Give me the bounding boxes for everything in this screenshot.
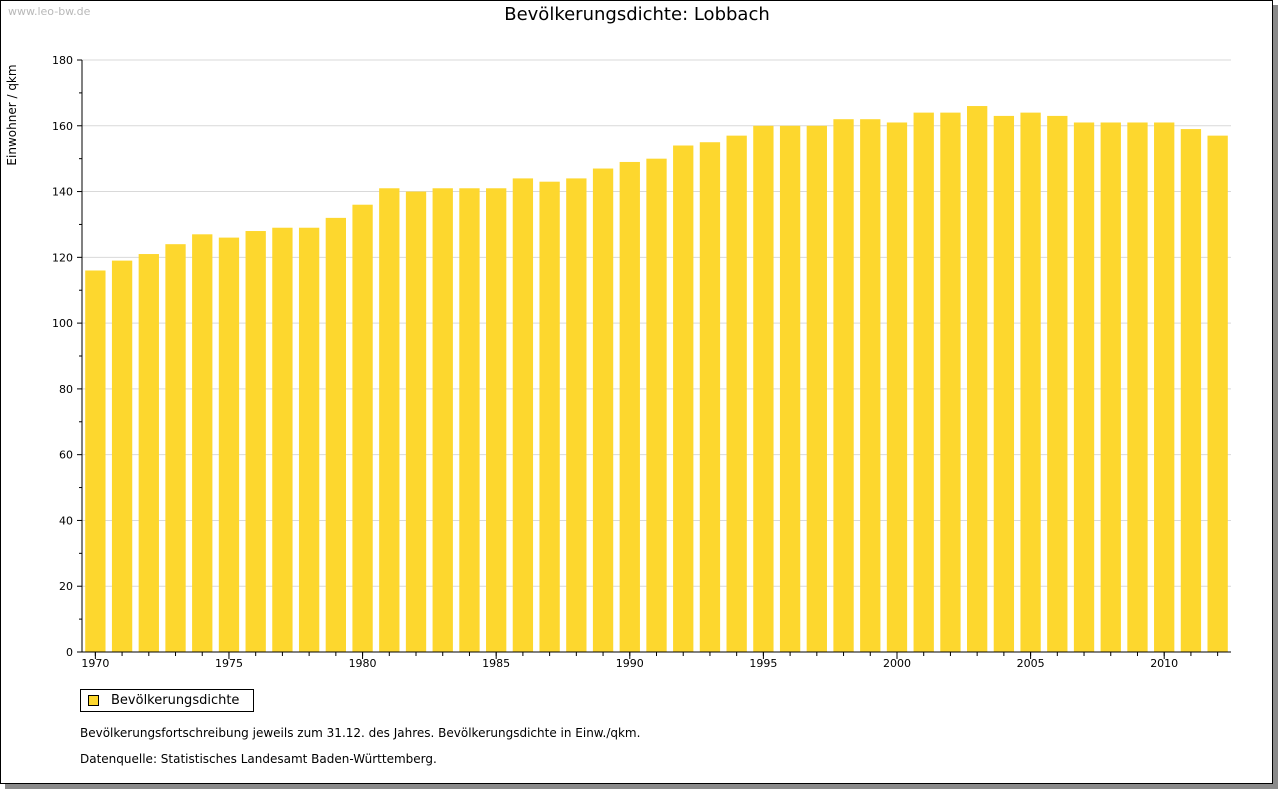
bar-2003	[967, 106, 988, 653]
x-tick-label: 1990	[616, 657, 644, 670]
bar-2004	[993, 115, 1015, 652]
y-tick-label: 160	[52, 120, 73, 133]
chart-title: Bevölkerungsdichte: Lobbach	[504, 4, 770, 25]
watermark: www.leo-bw.de	[8, 5, 91, 18]
bar-1977	[272, 227, 293, 653]
x-tick-label: 1995	[749, 657, 777, 670]
bar-2008	[1100, 122, 1121, 653]
bar-2005	[1020, 112, 1041, 653]
bar-1998	[833, 119, 854, 652]
bar-1983	[432, 188, 453, 652]
y-tick-label: 0	[66, 646, 73, 659]
bar-1988	[566, 178, 587, 652]
bar-1981	[379, 188, 400, 652]
bar-2012	[1207, 135, 1228, 652]
bar-1979	[325, 217, 346, 652]
bar-1989	[592, 168, 614, 652]
bar-1994	[726, 135, 747, 652]
y-tick-label: 180	[52, 54, 73, 67]
x-tick-label: 2000	[883, 657, 911, 670]
bar-1972	[138, 254, 159, 653]
bar-1986	[512, 178, 534, 652]
bar-1985	[486, 188, 507, 652]
bar-1997	[806, 125, 827, 652]
bar-2009	[1127, 122, 1148, 653]
bar-1987	[539, 181, 560, 652]
y-tick-label: 80	[59, 383, 73, 396]
bar-1991	[646, 158, 667, 653]
bar-2001	[913, 112, 934, 653]
bar-2011	[1180, 129, 1202, 652]
bar-1973	[165, 244, 186, 652]
y-tick-label: 100	[52, 317, 73, 330]
x-tick-label: 1985	[482, 657, 510, 670]
bar-1978	[298, 227, 320, 653]
bar-1996	[779, 125, 801, 652]
y-tick-label: 40	[59, 514, 73, 527]
bar-1970	[85, 270, 106, 652]
x-tick-label: 1970	[81, 657, 109, 670]
bar-1999	[860, 119, 881, 652]
axis-layer: 0 20 40 60 80 100 120 140 160 180 1970 1975 1980 1985…	[52, 54, 1231, 670]
bar-1976	[245, 231, 266, 652]
footnote-source: Datenquelle: Statistisches Landesamt Bad…	[80, 752, 437, 766]
bar-2000	[886, 122, 908, 653]
bar-1995	[753, 125, 774, 652]
x-tick-label: 2005	[1017, 657, 1045, 670]
bar-1992	[673, 145, 694, 652]
bar-layer	[85, 106, 1228, 653]
bar-1974	[192, 234, 213, 652]
bar-1982	[405, 191, 427, 652]
bar-2010	[1154, 122, 1175, 653]
y-tick-label: 120	[52, 251, 73, 264]
y-axis-label: Einwohner / qkm	[5, 64, 19, 165]
footnote-description: Bevölkerungsfortschreibung jeweils zum 3…	[80, 726, 641, 740]
x-tick-label: 2010	[1150, 657, 1178, 670]
bar-1984	[459, 188, 480, 652]
x-tick-label: 1975	[215, 657, 243, 670]
bar-2006	[1047, 115, 1068, 652]
bar-chart: Bevölkerungsdichte: Lobbach Einwohner / …	[5, 4, 1231, 670]
y-tick-label: 20	[59, 580, 73, 593]
bar-2002	[940, 112, 961, 653]
bar-1990	[619, 161, 640, 652]
x-tick-label: 1980	[349, 657, 377, 670]
legend-label: Bevölkerungsdichte	[111, 693, 240, 708]
bar-1971	[111, 260, 133, 652]
legend-swatch	[88, 695, 99, 706]
bar-1975	[218, 237, 240, 652]
y-tick-label: 60	[59, 449, 73, 462]
bar-1980	[352, 204, 373, 652]
bar-2007	[1073, 122, 1095, 653]
y-tick-label: 140	[52, 186, 73, 199]
legend: Bevölkerungsdichte	[80, 689, 254, 712]
bar-1993	[699, 142, 721, 652]
